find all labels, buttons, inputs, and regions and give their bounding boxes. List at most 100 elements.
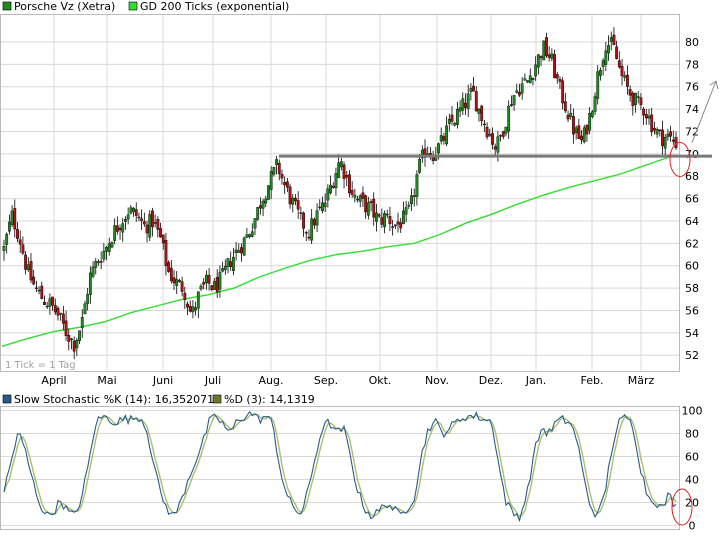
legend-swatch-price: [2, 1, 12, 11]
candle: [507, 100, 511, 139]
candle: [272, 166, 276, 177]
price-tick-label: 66: [685, 193, 699, 206]
candle: [188, 300, 192, 313]
candle: [83, 300, 87, 315]
candle: [115, 216, 119, 235]
candle: [280, 169, 284, 185]
candle: [45, 301, 49, 309]
price-tick-label: 62: [685, 237, 699, 250]
candle: [563, 92, 567, 114]
candle: [13, 199, 17, 238]
stochastic-tick-label: 0: [689, 519, 696, 532]
candle: [231, 247, 235, 276]
price-tick-label: 60: [685, 260, 699, 273]
candle: [628, 85, 632, 102]
candle: [536, 53, 540, 75]
month-label: Nov.: [425, 374, 449, 387]
candle: [350, 181, 354, 198]
candle: [353, 188, 357, 203]
candle: [412, 188, 416, 207]
candle: [264, 195, 268, 207]
candle: [375, 203, 378, 232]
candle: [509, 95, 513, 107]
legend-k-name: Slow Stochastic %K (14): [14, 393, 147, 406]
candle: [205, 270, 208, 290]
candle: [342, 161, 346, 189]
candle: [215, 269, 219, 298]
candle: [323, 193, 327, 212]
stochastic-panel-frame: [0, 406, 680, 530]
price-tick-label: 64: [685, 215, 699, 228]
candle: [196, 291, 200, 319]
candle: [358, 193, 362, 208]
candle: [620, 58, 624, 86]
candle: [178, 278, 181, 283]
candle: [596, 65, 600, 105]
candle: [383, 210, 386, 234]
candle: [631, 90, 635, 116]
month-label: Dez.: [479, 374, 504, 387]
price-axis: 52 54 56 58 60 62 64 66 68 70 72 74 76 78 80: [685, 36, 699, 362]
candle: [175, 271, 179, 294]
legend-k-value: 16,352071: [155, 393, 215, 406]
candle: [634, 92, 637, 113]
candle: [199, 283, 203, 292]
candle: [607, 35, 610, 61]
candle: [248, 233, 251, 239]
candle: [617, 51, 621, 69]
candle: [107, 237, 111, 256]
candle: [588, 107, 592, 135]
candle: [491, 127, 494, 150]
price-panel-frame: [0, 14, 680, 372]
candle: [393, 224, 397, 230]
candle: [213, 278, 216, 290]
candle: [612, 27, 616, 46]
candle: [299, 206, 303, 220]
candle: [361, 186, 365, 207]
candle: [488, 128, 492, 138]
candle: [64, 310, 68, 341]
legend-swatch-k: [2, 394, 12, 404]
month-label: Okt.: [369, 374, 392, 387]
candle: [102, 243, 106, 263]
candle: [86, 287, 90, 311]
candle: [91, 261, 95, 279]
candle: [7, 214, 11, 235]
candle: [550, 48, 554, 62]
candle: [590, 109, 594, 119]
candle: [134, 202, 138, 222]
candle: [671, 130, 675, 145]
ma200-line: [1, 155, 673, 347]
legend-d-name: %D (3): [224, 393, 262, 406]
legend-swatch-ma: [128, 1, 138, 11]
candle: [545, 32, 548, 58]
candle: [445, 116, 449, 147]
candle: [159, 222, 162, 238]
candle: [16, 222, 19, 243]
candle: [477, 107, 481, 122]
candle: [663, 134, 667, 157]
legend-ma-label: GD 200 Ticks (exponential): [140, 0, 289, 13]
candle: [566, 110, 570, 123]
candle: [572, 108, 575, 144]
candle: [37, 286, 41, 295]
month-label: Mai: [97, 374, 116, 387]
candle: [518, 83, 521, 97]
stochastic-tick-label: 60: [685, 451, 699, 464]
price-tick-label: 76: [685, 81, 699, 94]
candle: [291, 193, 295, 213]
candle: [569, 103, 573, 120]
candle: [124, 216, 127, 230]
candle: [599, 67, 602, 81]
candle: [377, 213, 381, 218]
candle: [129, 204, 133, 215]
candle: [10, 205, 14, 228]
candle: [442, 132, 446, 145]
price-tick-label: 52: [685, 349, 699, 362]
candle: [337, 154, 341, 178]
candle: [167, 260, 171, 273]
candle: [97, 259, 100, 266]
candle: [67, 328, 71, 351]
candle: [56, 305, 60, 321]
